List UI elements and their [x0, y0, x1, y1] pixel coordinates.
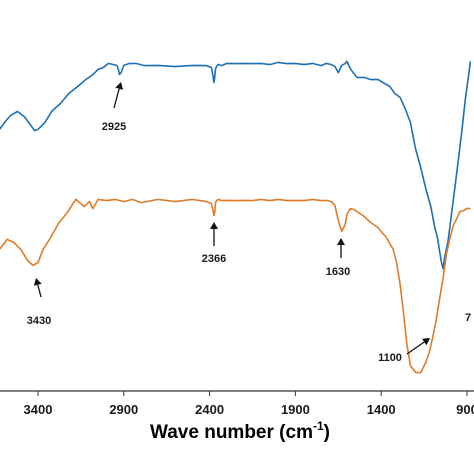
annotation-label: 7 — [465, 312, 471, 324]
annotation-labels: 2925 2366 1630 3430 1100 7 — [27, 121, 471, 364]
x-axis-title: Wave number (cm-1) — [150, 419, 330, 443]
annotation-arrow — [406, 338, 430, 355]
x-tick-label: 3400 — [24, 402, 53, 417]
x-tick-label: 1400 — [367, 402, 396, 417]
x-ticks: 3400 2900 2400 1900 1400 900 — [24, 391, 474, 417]
annotation-arrow — [113, 82, 124, 109]
x-tick-label: 900 — [456, 402, 474, 417]
annotation-arrow — [33, 278, 42, 298]
x-axis-title-end: ) — [324, 422, 330, 443]
annotation-label: 2925 — [102, 121, 126, 133]
annotation-label: 3430 — [27, 315, 51, 327]
x-tick-label: 1900 — [281, 402, 310, 417]
x-axis-title-sup: -1 — [313, 419, 324, 433]
series-layer — [0, 60, 472, 374]
x-tick-label: 2400 — [195, 402, 224, 417]
series-line-1 — [0, 60, 472, 270]
annotation-label: 1100 — [378, 352, 402, 364]
series-line-2 — [0, 198, 471, 374]
annotation-arrow — [210, 222, 218, 246]
annotation-arrows — [33, 82, 430, 355]
annotation-arrow — [337, 238, 345, 258]
x-axis-title-main: Wave number (cm — [150, 422, 313, 443]
x-tick-label: 2900 — [109, 402, 138, 417]
annotation-label: 1630 — [326, 266, 350, 278]
annotation-label: 2366 — [202, 253, 226, 265]
